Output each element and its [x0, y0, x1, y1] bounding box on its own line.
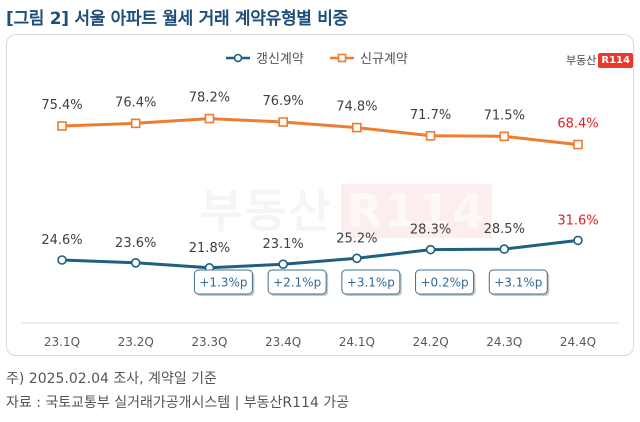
brand-logo-text: 부동산	[566, 54, 597, 67]
data-label-new-0: 75.4%	[41, 98, 82, 113]
point-new-2	[204, 113, 215, 124]
annotation-box-1	[267, 269, 327, 295]
data-label-new-3: 76.9%	[262, 94, 303, 109]
x-tick-label-2: 23.3Q	[191, 335, 227, 349]
series-line-new	[61, 117, 579, 147]
x-axis: 23.1Q 23.2Q 23.3Q 23.4Q 24.1Q 24.2Q 24.3Q 24.4Q	[22, 322, 618, 349]
annotation-text-1: +2.1%p	[273, 276, 321, 290]
chart-legend: 갱신계약 신규계약	[226, 52, 408, 67]
annotation-text-3: +0.2%p	[420, 276, 468, 290]
point-renewal-4	[352, 253, 362, 264]
annotation-text-4: +3.1%p	[494, 276, 542, 290]
annotation-box-4	[488, 269, 548, 295]
x-tick-label-7: 24.4Q	[560, 335, 596, 349]
x-tick-label-6: 24.3Q	[486, 335, 522, 349]
data-labels: 75.4% 76.4% 78.2% 76.9% 74.8% 71.7% 71.5% 68.4%…	[41, 91, 598, 256]
point-renewal-3	[278, 259, 288, 270]
annotation-box-0	[193, 269, 253, 295]
data-label-renewal-6: 28.5%	[484, 222, 525, 237]
series-line-renewal	[61, 238, 579, 270]
data-label-renewal-2: 21.8%	[189, 241, 230, 256]
legend-label-new: 신규계약	[360, 52, 408, 67]
point-renewal-7	[573, 235, 583, 246]
point-renewal-1	[130, 257, 141, 268]
point-new-4	[352, 122, 362, 133]
chart-panel	[6, 34, 634, 356]
change-annotations: +1.3%p +2.1%p +3.1%p +0.2%p +3.1%p	[193, 269, 550, 296]
data-label-renewal-0: 24.6%	[41, 233, 82, 248]
data-label-new-4: 74.8%	[336, 100, 377, 115]
point-new-5	[425, 131, 436, 141]
x-tick-label-1: 23.2Q	[118, 335, 154, 349]
data-label-renewal-7: 31.6%	[557, 213, 598, 228]
data-label-renewal-1: 23.6%	[115, 236, 156, 251]
data-label-new-5: 71.7%	[410, 108, 451, 123]
annotation-box-2	[341, 269, 401, 295]
point-renewal-5	[425, 244, 436, 255]
footnote-source: 자료 : 국토교통부 실거래가공개시스템 | 부동산R114 가공	[6, 395, 350, 411]
brand-logo-mark: R114	[598, 52, 633, 68]
point-renewal-0	[57, 255, 67, 265]
point-renewal-6	[499, 244, 510, 254]
data-label-renewal-4: 25.2%	[336, 231, 377, 246]
data-label-renewal-3: 23.1%	[262, 237, 303, 252]
annotation-text-0: +1.3%p	[199, 276, 247, 290]
annotation-box-3	[415, 269, 475, 295]
data-label-new-7: 68.4%	[557, 117, 598, 132]
data-label-new-1: 76.4%	[115, 95, 156, 110]
annotation-text-2: +3.1%p	[347, 276, 395, 290]
brand-logo: 부동산 R114	[566, 50, 633, 70]
x-tick-label-5: 24.2Q	[412, 335, 448, 349]
x-tick-label-3: 23.4Q	[265, 335, 301, 349]
watermark: 부동산 R114	[200, 175, 493, 241]
legend-marker-renewal	[233, 53, 243, 63]
chart-title: [그림 2] 서울 아파트 월세 거래 계약유형별 비중	[6, 9, 348, 29]
legend-marker-new	[337, 53, 347, 63]
x-tick-label-0: 23.1Q	[44, 335, 80, 349]
footnote-survey: 주) 2025.02.04 조사, 계약일 기준	[6, 371, 217, 387]
series-layer	[57, 113, 583, 273]
legend-label-renewal: 갱신계약	[256, 52, 304, 67]
x-tick-label-4: 24.1Q	[339, 335, 375, 349]
point-new-1	[130, 118, 141, 129]
data-label-new-2: 78.2%	[189, 91, 230, 106]
point-new-6	[499, 131, 510, 142]
point-new-3	[278, 117, 288, 127]
point-new-7	[573, 139, 583, 150]
point-new-0	[57, 121, 67, 131]
data-label-renewal-5: 28.3%	[410, 223, 451, 238]
data-label-new-6: 71.5%	[484, 108, 525, 123]
